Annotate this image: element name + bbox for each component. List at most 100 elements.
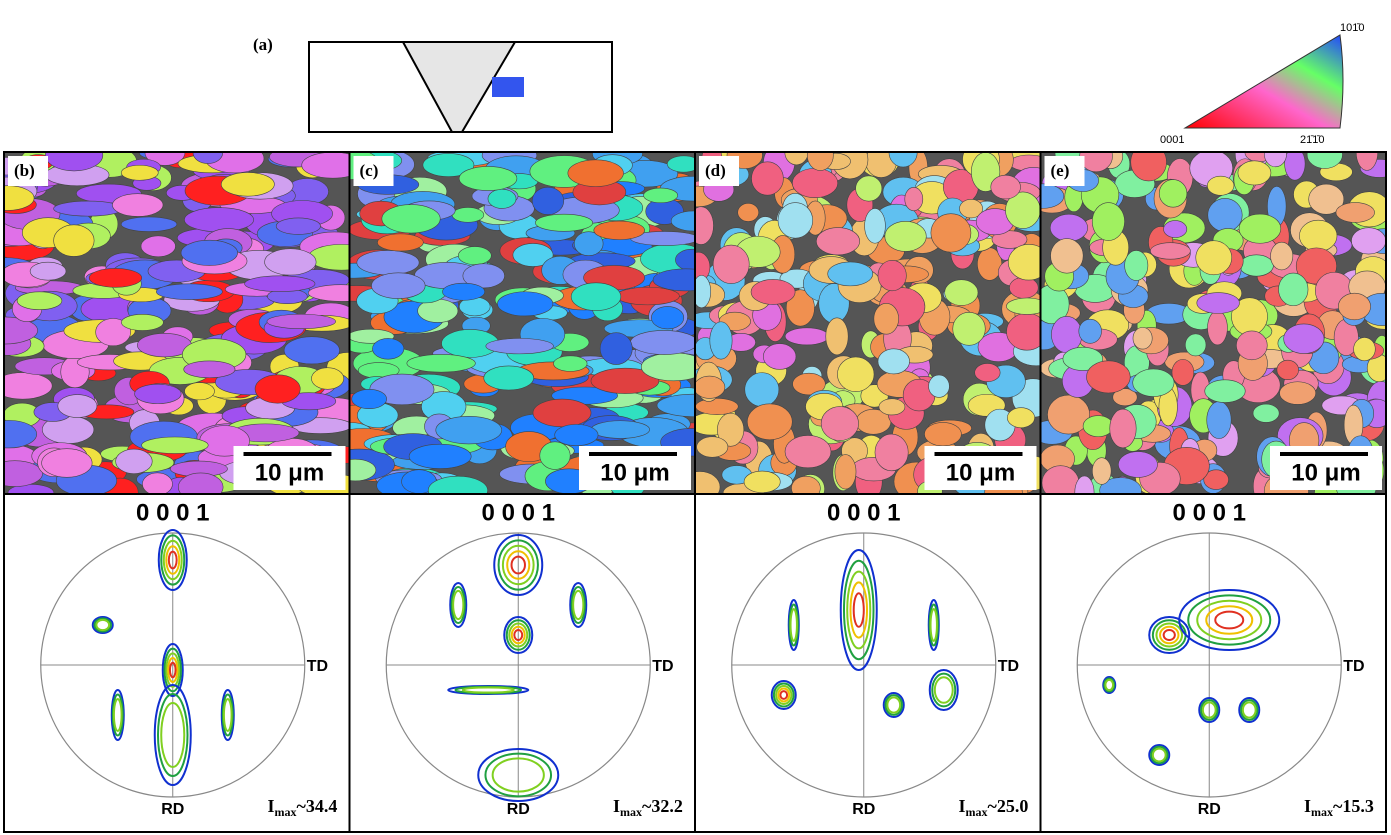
grain <box>710 322 732 359</box>
grain <box>821 407 858 441</box>
grain <box>1092 203 1124 241</box>
td-label: TD <box>652 658 673 675</box>
grain <box>1208 311 1228 345</box>
grain <box>1264 141 1286 167</box>
grain <box>135 384 182 403</box>
grain <box>1284 324 1324 354</box>
grain <box>1279 273 1309 306</box>
rd-label: RD <box>852 801 875 818</box>
grain <box>1159 180 1187 208</box>
grain <box>532 187 564 214</box>
td-label: TD <box>1343 658 1364 675</box>
grain <box>1239 255 1273 276</box>
grain <box>357 250 419 274</box>
grain <box>1197 293 1240 314</box>
imax-part: max <box>620 805 642 819</box>
grain <box>694 376 725 398</box>
grain <box>267 314 336 328</box>
grain <box>1277 360 1299 380</box>
grain <box>185 383 215 400</box>
grain <box>591 421 649 439</box>
grain <box>1009 277 1038 298</box>
grain <box>885 221 926 251</box>
grain <box>856 176 882 201</box>
grain <box>745 373 779 407</box>
grain <box>382 205 440 234</box>
grain <box>816 228 859 255</box>
pole-figure <box>386 533 650 801</box>
grain <box>89 268 142 287</box>
grain <box>991 175 1021 199</box>
grain <box>30 262 66 280</box>
grain <box>1080 141 1113 172</box>
grain <box>1207 176 1234 195</box>
grain <box>1075 476 1094 509</box>
imax-part: I <box>613 796 620 816</box>
grain <box>184 361 235 378</box>
grain <box>924 422 961 445</box>
imax-part: ~25.0 <box>988 796 1029 816</box>
grain <box>184 208 253 232</box>
grain <box>1131 143 1167 181</box>
grain <box>713 245 749 283</box>
grain <box>156 284 222 300</box>
imax-part: max <box>966 805 988 819</box>
grain <box>407 354 476 372</box>
grain <box>945 280 978 306</box>
grain <box>554 356 588 372</box>
grain <box>284 337 339 364</box>
grain <box>409 444 471 468</box>
grain <box>975 363 1000 381</box>
scale-label: 10 μm <box>946 459 1015 486</box>
pole-label: 0 0 0 1 <box>1173 499 1246 526</box>
grain <box>785 328 829 345</box>
scan-area <box>492 77 524 97</box>
grain <box>1083 416 1113 437</box>
grain <box>221 172 274 196</box>
grain <box>1110 409 1136 448</box>
grain <box>878 260 906 290</box>
grain <box>458 247 491 265</box>
imax-part: I <box>1304 796 1311 816</box>
grain <box>1336 203 1375 223</box>
grain <box>255 375 300 403</box>
grain <box>837 357 874 392</box>
grain <box>1253 404 1279 422</box>
grain <box>1185 334 1206 356</box>
pole-figure <box>1077 533 1341 797</box>
grain <box>1236 331 1267 360</box>
grain <box>142 437 209 454</box>
grain <box>1354 337 1376 360</box>
grain <box>116 449 153 474</box>
panel-label: (e) <box>1051 161 1070 180</box>
scale-bar <box>1280 452 1368 456</box>
imax-part: max <box>275 805 297 819</box>
imax-part: I <box>959 796 966 816</box>
imax-part: ~34.4 <box>297 796 338 816</box>
grain <box>738 203 759 221</box>
imax-label: Imax~25.0 <box>959 796 1029 819</box>
grain <box>1133 327 1152 349</box>
grain <box>630 330 697 354</box>
grain <box>1271 242 1293 270</box>
grain <box>1299 220 1337 251</box>
grain <box>352 389 387 408</box>
grain <box>953 312 986 345</box>
grain <box>58 395 97 418</box>
grain <box>1086 361 1130 393</box>
grain <box>1351 228 1385 254</box>
grain <box>792 168 837 197</box>
grain <box>931 214 971 252</box>
grain <box>747 404 792 440</box>
grain <box>17 292 62 310</box>
grain <box>865 208 886 243</box>
grain <box>178 473 223 501</box>
scale-bar <box>589 452 677 456</box>
panel-label: (c) <box>360 161 379 180</box>
grain <box>1051 316 1082 352</box>
grain <box>696 398 739 414</box>
imax-label: Imax~15.3 <box>1304 796 1374 819</box>
grain <box>1079 319 1102 343</box>
grain <box>486 338 554 354</box>
grain <box>488 189 516 208</box>
